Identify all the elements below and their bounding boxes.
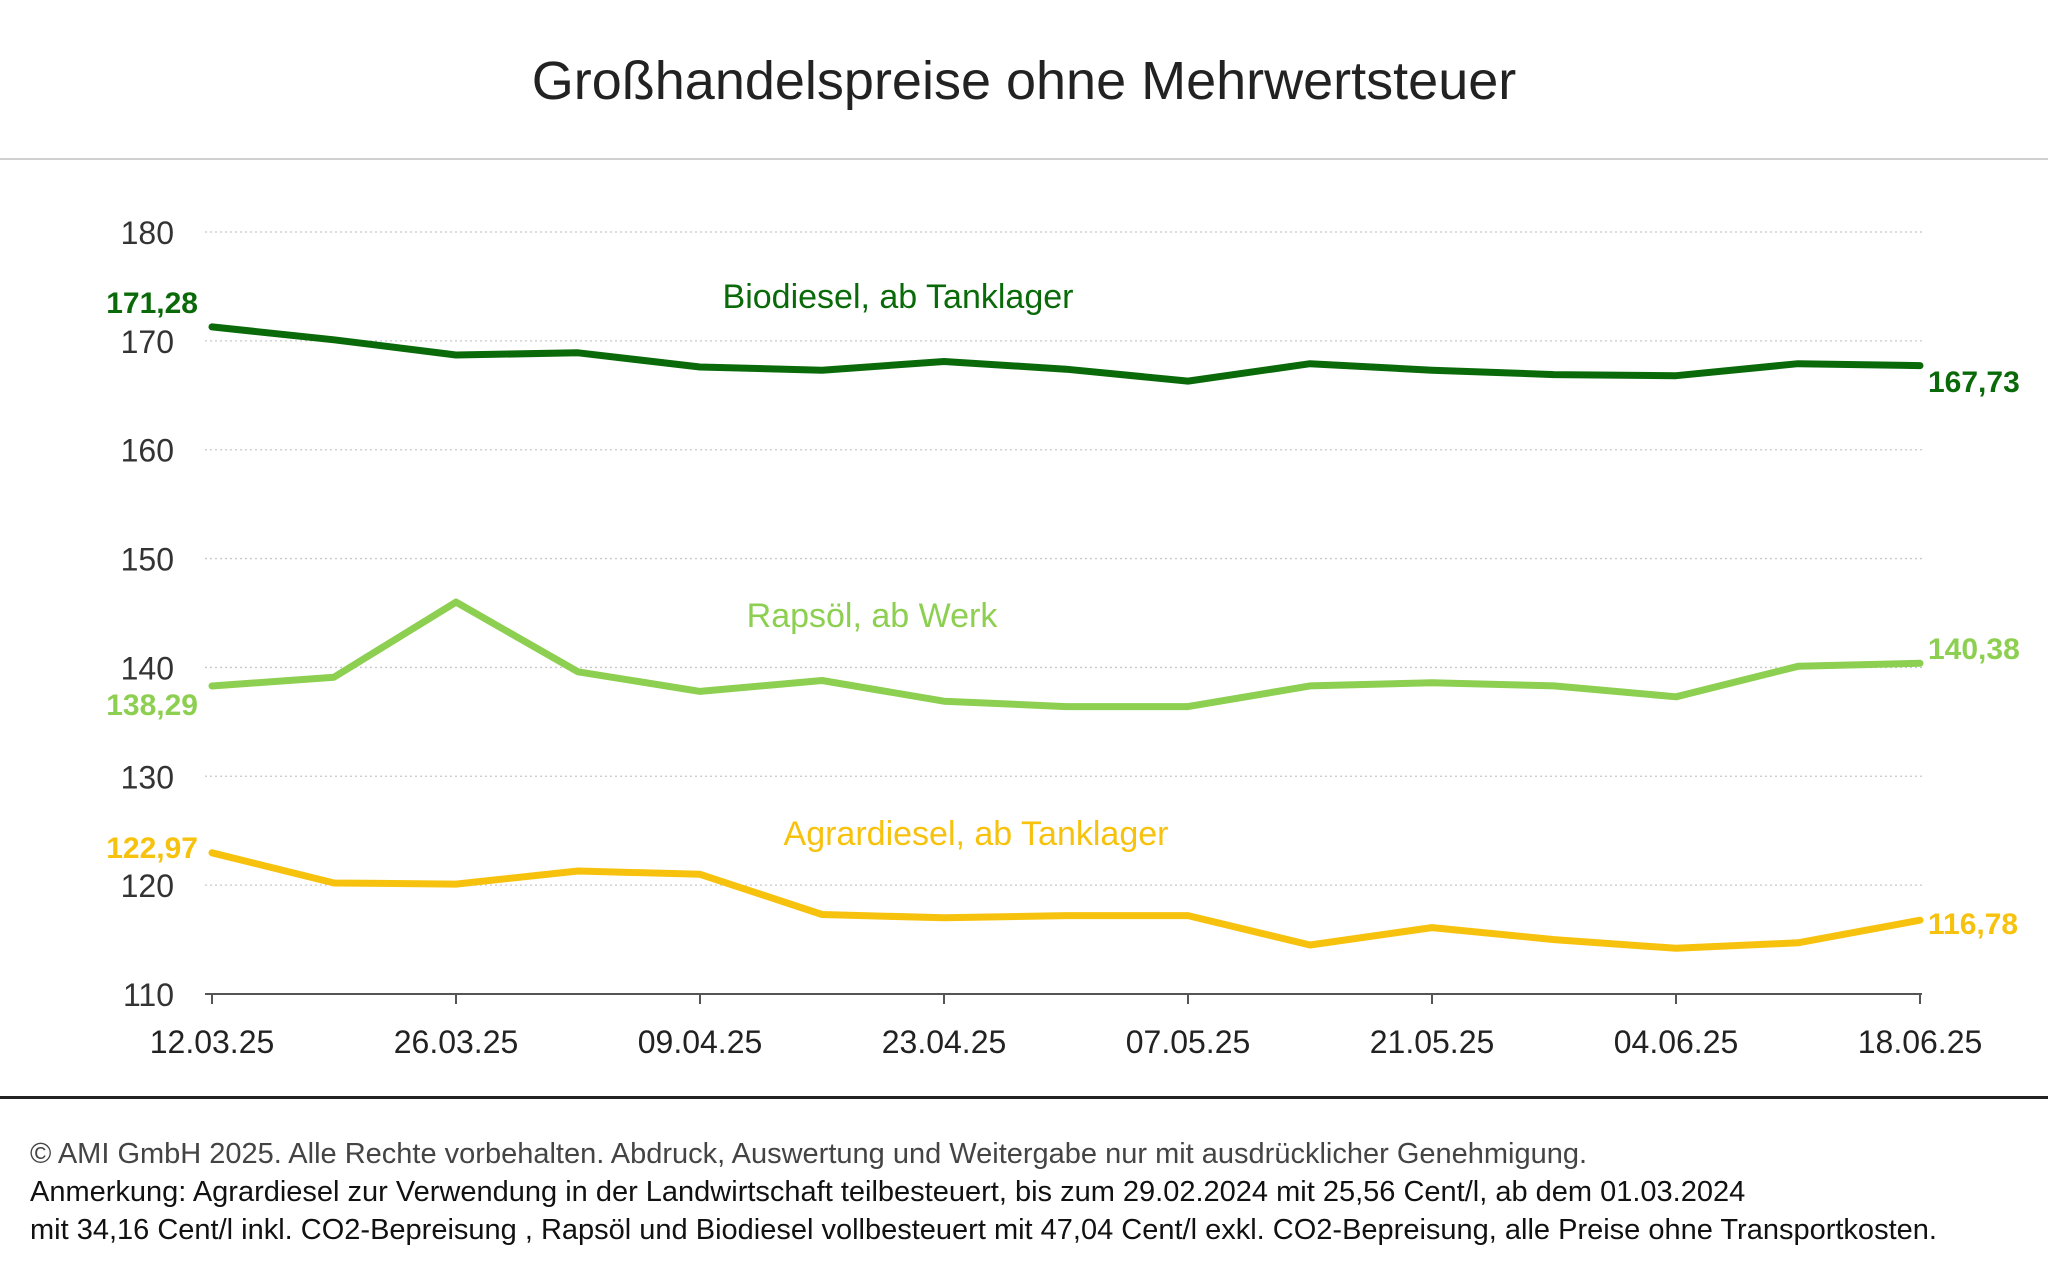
series-line-1 <box>208 323 1924 385</box>
footnote-line-2: mit 34,16 Cent/l inkl. CO2-Bepreisung , … <box>30 1214 1937 1246</box>
chart-title: Großhandelspreise ohne Mehrwertsteuer <box>531 51 1517 111</box>
end-value-label: 116,78 <box>1928 908 2018 941</box>
footer-divider <box>0 1096 2048 1099</box>
y-tick-label: 180 <box>121 215 174 251</box>
start-value-label: 122,97 <box>106 832 198 865</box>
start-value-label: 138,29 <box>106 689 198 722</box>
y-tick-label: 120 <box>121 868 174 904</box>
end-value-label: 167,73 <box>1928 366 2020 399</box>
y-tick-label: 140 <box>121 650 174 686</box>
x-tick-label: 04.06.25 <box>1614 1024 1739 1060</box>
series-name-label: Agrardiesel, ab Tanklager <box>784 815 1169 853</box>
y-tick-label: 150 <box>121 542 174 578</box>
y-tick-label: 160 <box>121 433 174 469</box>
x-tick-label: 12.03.25 <box>150 1024 275 1060</box>
start-value-label: 171,28 <box>106 287 198 320</box>
y-axis-tick-labels: 110 120 130 140 150 160 170 180 <box>121 215 174 1013</box>
title-divider <box>0 158 2048 160</box>
footer: © AMI GmbH 2025. Alle Rechte vorbehalten… <box>30 1135 1937 1249</box>
grid-lines <box>205 231 1922 886</box>
x-axis <box>205 993 1922 1004</box>
series-labels: Biodiesel, ab Tanklager 171,28 167,73 Rapsö… <box>106 278 2020 941</box>
series-line-3 <box>208 849 1924 952</box>
series-name-label: Rapsöl, ab Werk <box>747 597 999 635</box>
series-lines <box>208 323 1924 952</box>
y-tick-label: 110 <box>123 977 174 1013</box>
copyright-notice: © AMI GmbH 2025. Alle Rechte vorbehalten… <box>30 1138 1588 1170</box>
line-chart: 110 120 130 140 150 160 170 180 12.03.25 26.03.2… <box>106 215 2020 1060</box>
y-tick-label: 130 <box>121 759 174 795</box>
series-line-2 <box>208 598 1924 711</box>
series-name-label: Biodiesel, ab Tanklager <box>723 278 1074 316</box>
x-tick-label: 23.04.25 <box>882 1024 1007 1060</box>
x-tick-label: 07.05.25 <box>1126 1024 1251 1060</box>
footnote-line-1: Anmerkung: Agrardiesel zur Verwendung in… <box>30 1176 1746 1208</box>
x-tick-label: 26.03.25 <box>394 1024 519 1060</box>
x-tick-label: 09.04.25 <box>638 1024 763 1060</box>
x-tick-label: 21.05.25 <box>1370 1024 1495 1060</box>
y-tick-label: 170 <box>121 324 174 360</box>
x-tick-label: 18.06.25 <box>1858 1024 1983 1060</box>
end-value-label: 140,38 <box>1928 633 2020 666</box>
x-axis-tick-labels: 12.03.25 26.03.25 09.04.25 23.04.25 07.05.25… <box>150 1024 1983 1060</box>
